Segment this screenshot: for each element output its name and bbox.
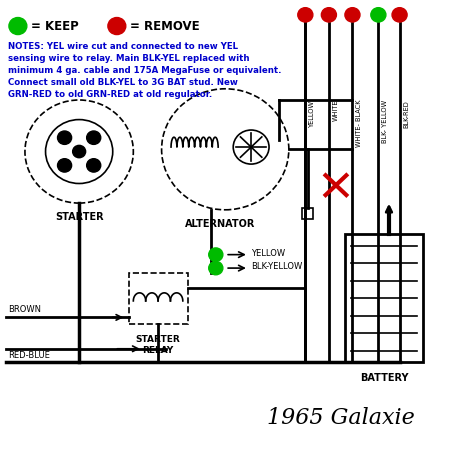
Bar: [128, 272, 188, 324]
Circle shape: [57, 159, 72, 172]
Text: BATTERY: BATTERY: [360, 373, 409, 383]
Circle shape: [321, 8, 337, 22]
Circle shape: [392, 8, 407, 22]
Text: WHITE- BLACK: WHITE- BLACK: [356, 100, 362, 147]
Text: ALTERNATOR: ALTERNATOR: [185, 219, 255, 229]
Circle shape: [209, 262, 223, 275]
Text: STARTER
RELAY: STARTER RELAY: [136, 335, 181, 355]
Circle shape: [108, 18, 126, 35]
Circle shape: [73, 145, 86, 158]
Circle shape: [298, 8, 313, 22]
Text: 1965 Galaxie: 1965 Galaxie: [267, 407, 415, 429]
Text: BLK-RED: BLK-RED: [403, 100, 410, 128]
Text: YELLOW: YELLOW: [309, 100, 315, 127]
Text: = KEEP: = KEEP: [31, 19, 78, 32]
Circle shape: [87, 131, 101, 144]
Circle shape: [9, 18, 27, 35]
Circle shape: [209, 248, 223, 262]
Text: = REMOVE: = REMOVE: [129, 19, 199, 32]
Text: STARTER: STARTER: [55, 212, 103, 222]
Text: WHITE: WHITE: [333, 100, 338, 121]
Bar: [302, 207, 313, 219]
Circle shape: [57, 131, 72, 144]
Circle shape: [87, 159, 101, 172]
Text: RED-BLUE: RED-BLUE: [9, 351, 50, 360]
Bar: [346, 235, 423, 362]
Circle shape: [345, 8, 360, 22]
Text: NOTES: YEL wire cut and connected to new YEL
sensing wire to relay. Main BLK-YEL: NOTES: YEL wire cut and connected to new…: [9, 42, 282, 99]
Text: BLK-YELLOW: BLK-YELLOW: [251, 262, 302, 271]
Text: BLK- YELLOW: BLK- YELLOW: [382, 100, 388, 143]
Text: YELLOW: YELLOW: [251, 249, 285, 258]
Circle shape: [371, 8, 386, 22]
Text: BROWN: BROWN: [9, 305, 41, 314]
